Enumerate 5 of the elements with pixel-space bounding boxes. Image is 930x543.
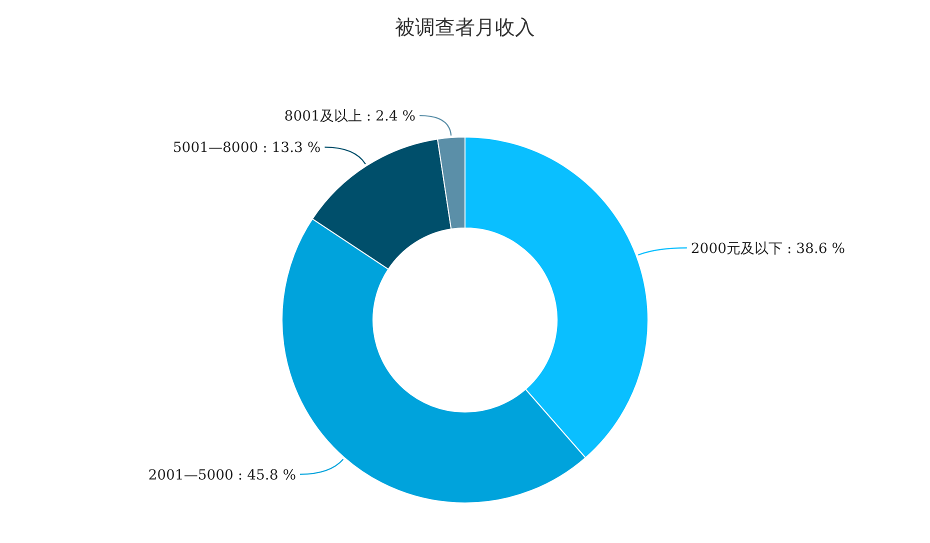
- chart-title: 被调查者月收入: [395, 15, 535, 39]
- slice-label: 2001—5000 : 45.8 %: [148, 467, 296, 484]
- slice-label: 5001—8000 : 13.3 %: [172, 140, 321, 156]
- slice-label: 2000元及以下 : 38.6 %: [690, 240, 846, 257]
- slice-label: 8001及以上 : 2.4 %: [284, 108, 416, 125]
